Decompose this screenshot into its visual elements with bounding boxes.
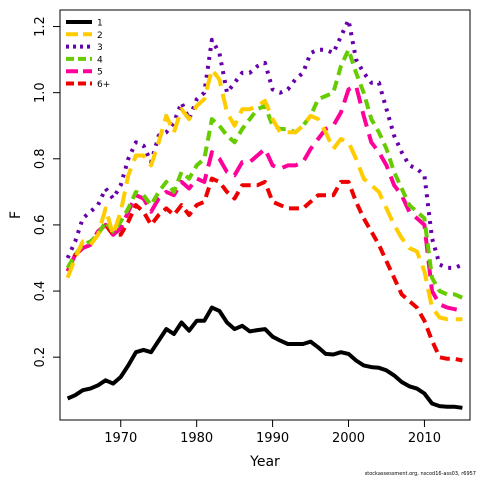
y-tick-label: 0.6	[33, 215, 48, 236]
source-credit: stockassessment.org, nscod16-ass03, r695…	[364, 471, 476, 477]
legend-label-2: 2	[97, 31, 103, 41]
y-tick-label: 0.8	[33, 148, 48, 169]
series-line-1	[66, 305, 463, 410]
series-line-3	[65, 17, 464, 270]
series-line-5	[65, 84, 463, 313]
x-tick-label: 1980	[180, 431, 213, 446]
series-line-6plus	[65, 176, 463, 363]
legend-label-6plus: 6+	[97, 80, 110, 90]
x-tick-label: 1990	[256, 431, 289, 446]
legend: 1 2 3 4 5 6+	[66, 19, 110, 90]
x-tick-label: 1970	[104, 431, 137, 446]
series-line-2	[65, 67, 463, 322]
legend-label-5: 5	[97, 68, 103, 78]
x-axis-title: Year	[249, 454, 280, 470]
y-tick-label: 0.2	[33, 347, 48, 368]
y-tick-label: 1.0	[33, 82, 48, 103]
x-tick-label: 2010	[408, 431, 441, 446]
plot-frame	[59, 9, 471, 421]
series-layer	[65, 17, 464, 410]
legend-label-4: 4	[97, 55, 103, 65]
y-axis-title: F	[8, 211, 24, 219]
axis-layer: 1970 1980 1990 2000 2010 0.2 0.4 0.6 0.8 1.0 1.2	[33, 16, 441, 446]
legend-label-1: 1	[97, 19, 103, 29]
y-tick-label: 1.2	[33, 16, 48, 37]
legend-label-3: 3	[97, 43, 103, 53]
y-tick-label: 0.4	[33, 281, 48, 302]
x-tick-label: 2000	[332, 431, 365, 446]
